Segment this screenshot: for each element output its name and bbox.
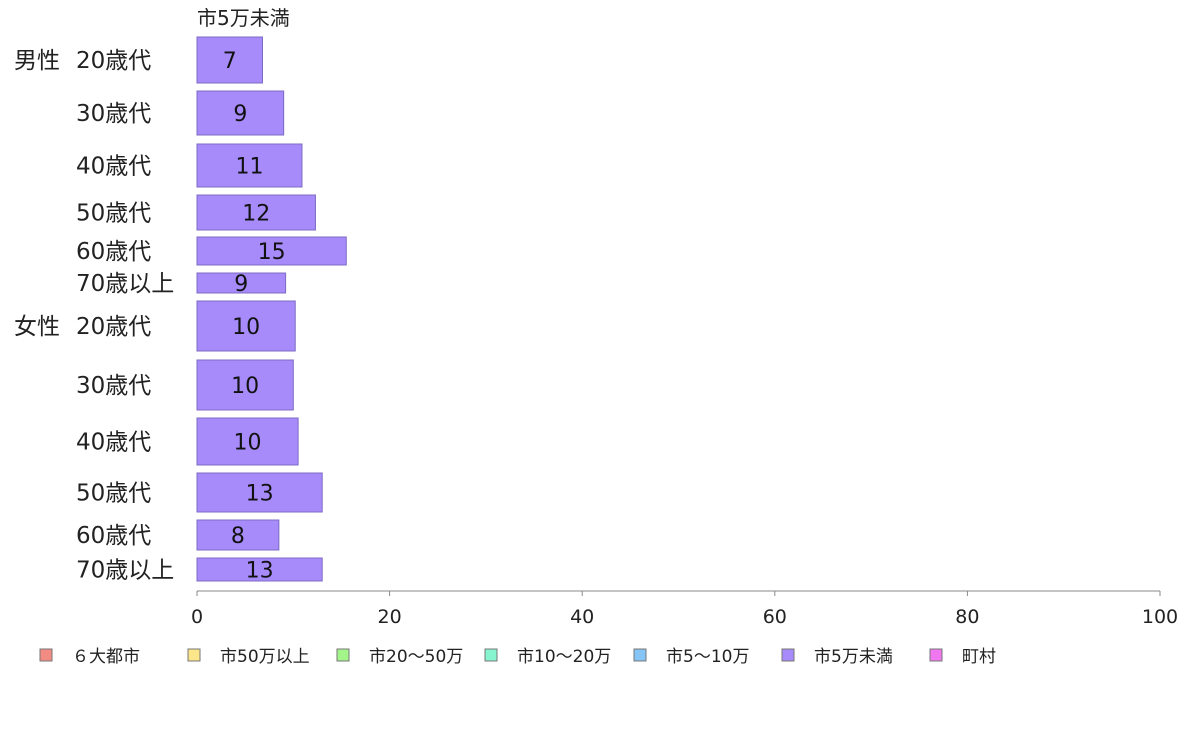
legend-label: 町村 (962, 647, 996, 667)
x-tick-label: 100 (1142, 606, 1178, 628)
category-label: 60歳代 (76, 239, 151, 265)
bar (196, 557, 323, 582)
data-label: 12 (242, 202, 270, 227)
legend-swatch (336, 648, 350, 662)
bar (196, 519, 280, 551)
x-tick-label: 80 (955, 606, 979, 628)
legend-item: 市5〜10万 (633, 647, 749, 667)
data-label: 13 (246, 482, 274, 507)
legend-swatch (929, 648, 943, 662)
data-label: 10 (231, 374, 259, 399)
category-label: 50歳代 (76, 481, 151, 507)
bar (196, 143, 303, 188)
legend-item: 市10〜20万 (484, 647, 611, 667)
legend-swatch (484, 648, 498, 662)
category-label: 20歳代 (76, 314, 151, 340)
legend-item: 町村 (929, 647, 996, 667)
x-tick-label: 0 (191, 606, 203, 628)
legend-label: 市10〜20万 (517, 647, 611, 667)
legend-label: 市5〜10万 (666, 647, 749, 667)
legend-label: 市50万以上 (220, 647, 310, 667)
data-label: 9 (234, 272, 248, 297)
legend-item: 市20〜50万 (336, 647, 463, 667)
data-label: 15 (258, 240, 286, 265)
data-label: 8 (231, 524, 245, 549)
legend-label: 市5万未満 (814, 647, 893, 667)
legend: ６大都市 市50万以上 市20〜50万 市10〜20万 市5〜10万 市5万未満 町村 (39, 647, 996, 667)
bar (196, 194, 316, 231)
bar (196, 472, 323, 513)
category-label: 30歳代 (76, 101, 151, 127)
category-label: 50歳代 (76, 201, 151, 227)
category-label: 30歳代 (76, 373, 151, 399)
bar (196, 90, 285, 136)
bar (196, 417, 299, 466)
chart-title: 市5万未満 (197, 6, 290, 30)
legend-label: 市20〜50万 (369, 647, 463, 667)
bar (196, 272, 287, 294)
category-label: 40歳代 (76, 430, 151, 456)
legend-item: 市5万未満 (781, 647, 893, 667)
legend-swatch (39, 648, 53, 662)
legend-item: ６大都市 (39, 647, 140, 667)
legend-swatch (781, 648, 795, 662)
data-label: 10 (234, 431, 262, 456)
group-label: 女性 (14, 314, 60, 340)
category-label: 40歳代 (76, 154, 151, 180)
bar (196, 236, 347, 266)
bar (196, 359, 294, 411)
data-label: 9 (233, 102, 247, 127)
data-label: 10 (232, 315, 260, 340)
legend-label: ６大都市 (72, 647, 140, 667)
data-label: 11 (235, 155, 263, 180)
category-label: 70歳以上 (76, 271, 174, 297)
x-tick-label: 40 (570, 606, 594, 628)
legend-swatch (187, 648, 201, 662)
legend-item: 市50万以上 (187, 647, 310, 667)
category-label: 70歳以上 (76, 558, 174, 584)
data-label: 13 (246, 559, 274, 584)
x-tick-label: 20 (378, 606, 402, 628)
category-label: 60歳代 (76, 523, 151, 549)
plot-area: 720歳代男性930歳代1140歳代1250歳代1560歳代970歳以上1020… (14, 36, 1178, 628)
x-tick-label: 60 (763, 606, 787, 628)
bar (196, 300, 296, 352)
bar (196, 36, 263, 84)
data-label: 7 (223, 49, 237, 74)
group-label: 男性 (14, 48, 60, 74)
legend-swatch (633, 648, 647, 662)
category-label: 20歳代 (76, 48, 151, 74)
